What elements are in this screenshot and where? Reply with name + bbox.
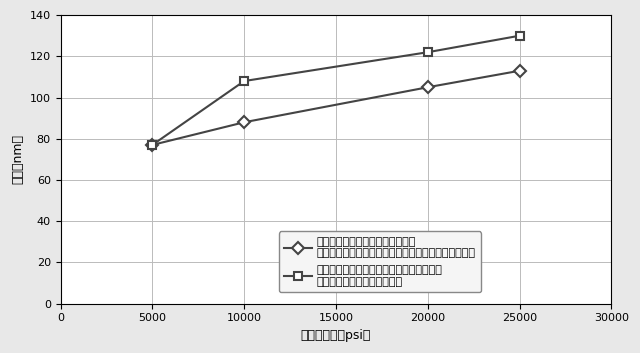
X-axis label: フィード圧（psi）: フィード圧（psi）	[301, 329, 371, 342]
Y-axis label: 直径（nm）: 直径（nm）	[11, 134, 24, 184]
Legend: 空気圧ホモジナイザー：４５／５
ＰＬＧＡ／ＰＥＧ及び８．４ＰＬＡ［１５－１５３］, Ｍ１１０－ＥＨ：１６／５ＰＬＡ／ＰＥＧ
及びＰＬＡ［１０－１９６］: 空気圧ホモジナイザー：４５／５ ＰＬＧＡ／ＰＥＧ及び８．４ＰＬＡ［１５－１５３］…	[279, 231, 481, 292]
